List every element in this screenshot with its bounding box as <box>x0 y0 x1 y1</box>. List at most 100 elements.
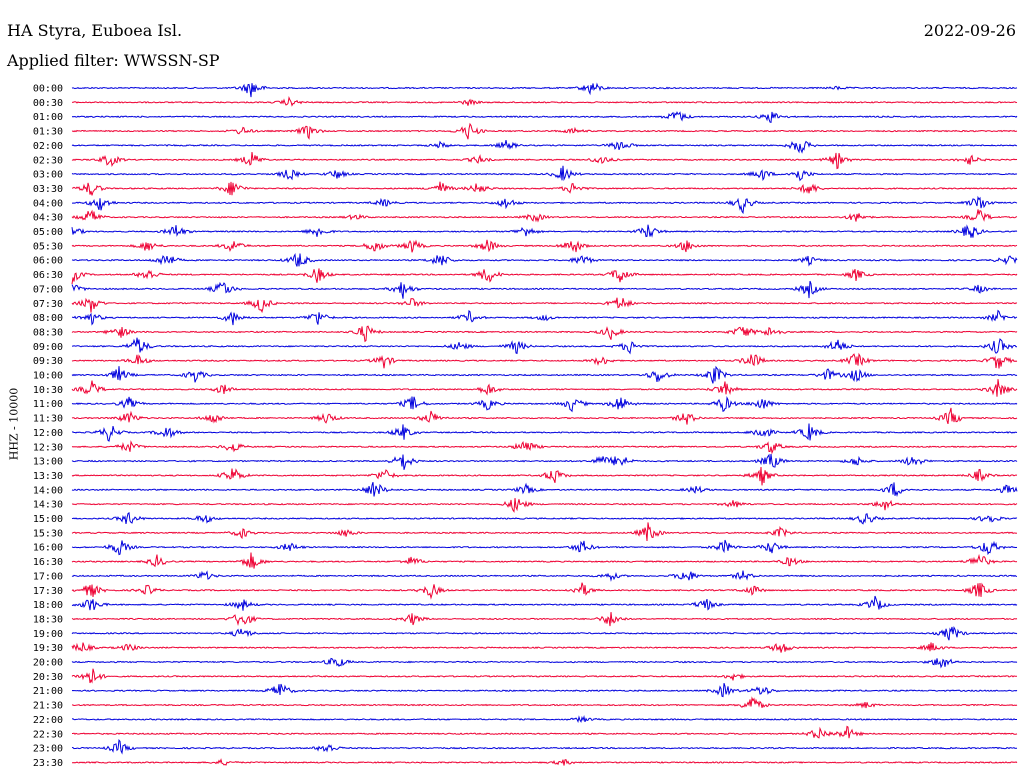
filter-label: Applied filter: WWSSN-SP <box>7 51 220 70</box>
time-label: 16:30 <box>33 557 63 568</box>
time-label: 11:30 <box>33 414 63 425</box>
trace-line <box>71 239 1018 253</box>
trace-line <box>71 642 1018 653</box>
trace-line <box>71 111 1018 124</box>
trace-line <box>71 122 1018 140</box>
time-label: 15:00 <box>33 514 63 525</box>
time-label: 13:30 <box>33 471 63 482</box>
trace-line <box>71 95 1018 107</box>
trace-line <box>71 739 1018 755</box>
trace-line <box>71 140 1018 154</box>
time-label: 01:00 <box>33 112 63 123</box>
trace-line <box>71 466 1018 486</box>
trace-line <box>71 512 1018 525</box>
trace-line <box>72 195 1018 215</box>
time-label: 10:30 <box>33 385 63 396</box>
trace-line <box>71 423 1018 442</box>
trace-line <box>71 625 1018 641</box>
trace-line <box>71 181 1018 196</box>
trace-line <box>71 165 1018 182</box>
trace-line <box>71 453 1018 470</box>
trace-line <box>71 309 1018 326</box>
time-label: 12:30 <box>33 442 63 453</box>
time-label: 20:30 <box>33 672 63 683</box>
trace-line <box>71 365 1018 384</box>
time-label: 05:00 <box>33 227 63 238</box>
trace-line <box>71 657 1018 669</box>
trace-line <box>71 481 1018 497</box>
time-label: 21:30 <box>33 701 63 712</box>
time-label: 16:00 <box>33 543 63 554</box>
trace-line <box>71 224 1018 238</box>
time-label: 03:30 <box>33 184 63 195</box>
time-label: 22:30 <box>33 729 63 740</box>
trace-line <box>71 696 1018 709</box>
time-label: 14:00 <box>33 485 63 496</box>
time-label: 07:00 <box>33 284 63 295</box>
trace-line <box>71 209 1018 223</box>
date-label: 2022-09-26 <box>923 21 1016 40</box>
trace-line <box>71 570 1018 582</box>
trace-line <box>71 280 1018 299</box>
time-label: 11:00 <box>33 399 63 410</box>
time-label: 15:30 <box>33 528 63 539</box>
trace-group <box>71 82 1018 766</box>
time-label: 04:00 <box>33 198 63 209</box>
trace-line <box>72 725 1018 739</box>
trace-line <box>71 82 1018 98</box>
trace-line <box>71 552 1018 569</box>
time-label: 04:30 <box>33 213 63 224</box>
time-label: 12:00 <box>33 428 63 439</box>
time-label: 02:30 <box>33 155 63 166</box>
time-label: 10:00 <box>33 371 63 382</box>
time-label: 19:30 <box>33 643 63 654</box>
time-label: 09:30 <box>33 356 63 367</box>
trace-line <box>71 396 1018 413</box>
trace-line <box>71 758 1018 766</box>
time-label: 17:00 <box>33 571 63 582</box>
time-label: 23:00 <box>33 744 63 755</box>
trace-line <box>71 612 1018 627</box>
trace-line <box>71 151 1018 170</box>
trace-line <box>71 668 1018 684</box>
trace-line <box>71 582 1018 600</box>
time-label: 00:00 <box>33 84 63 95</box>
trace-line <box>71 379 1018 397</box>
time-label: 07:30 <box>33 299 63 310</box>
trace-line <box>71 522 1018 542</box>
trace-line <box>71 539 1018 556</box>
time-label: 21:00 <box>33 686 63 697</box>
time-label: 22:00 <box>33 715 63 726</box>
time-label: 18:30 <box>33 614 63 625</box>
time-label: 19:00 <box>33 629 63 640</box>
time-label: 13:00 <box>33 457 63 468</box>
trace-line <box>71 325 1018 343</box>
trace-line <box>71 683 1018 698</box>
time-label: 06:00 <box>33 256 63 267</box>
trace-line <box>71 268 1018 285</box>
trace-line <box>71 498 1018 513</box>
trace-line <box>71 440 1018 455</box>
time-label: 01:30 <box>33 127 63 138</box>
trace-line <box>72 337 1017 355</box>
trace-line <box>71 252 1018 267</box>
time-label: 00:30 <box>33 98 63 109</box>
trace-line <box>71 297 1018 314</box>
time-label: 08:30 <box>33 327 63 338</box>
time-label: 02:00 <box>33 141 63 152</box>
time-label: 23:30 <box>33 758 63 769</box>
trace-line <box>71 352 1018 369</box>
trace-line <box>71 407 1018 425</box>
station-title: HA Styra, Euboea Isl. <box>7 21 183 40</box>
time-label: 18:00 <box>33 600 63 611</box>
trace-line <box>71 595 1018 611</box>
time-label: 08:00 <box>33 313 63 324</box>
time-label-group: 00:00 00:30 01:00 01:30 02:00 02:30 03:00 03:30… <box>33 84 63 769</box>
time-label: 03:00 <box>33 170 63 181</box>
time-label: 06:30 <box>33 270 63 281</box>
time-label: 14:30 <box>33 500 63 511</box>
time-label: 20:00 <box>33 658 63 669</box>
time-label: 17:30 <box>33 586 63 597</box>
time-label: 09:00 <box>33 342 63 353</box>
